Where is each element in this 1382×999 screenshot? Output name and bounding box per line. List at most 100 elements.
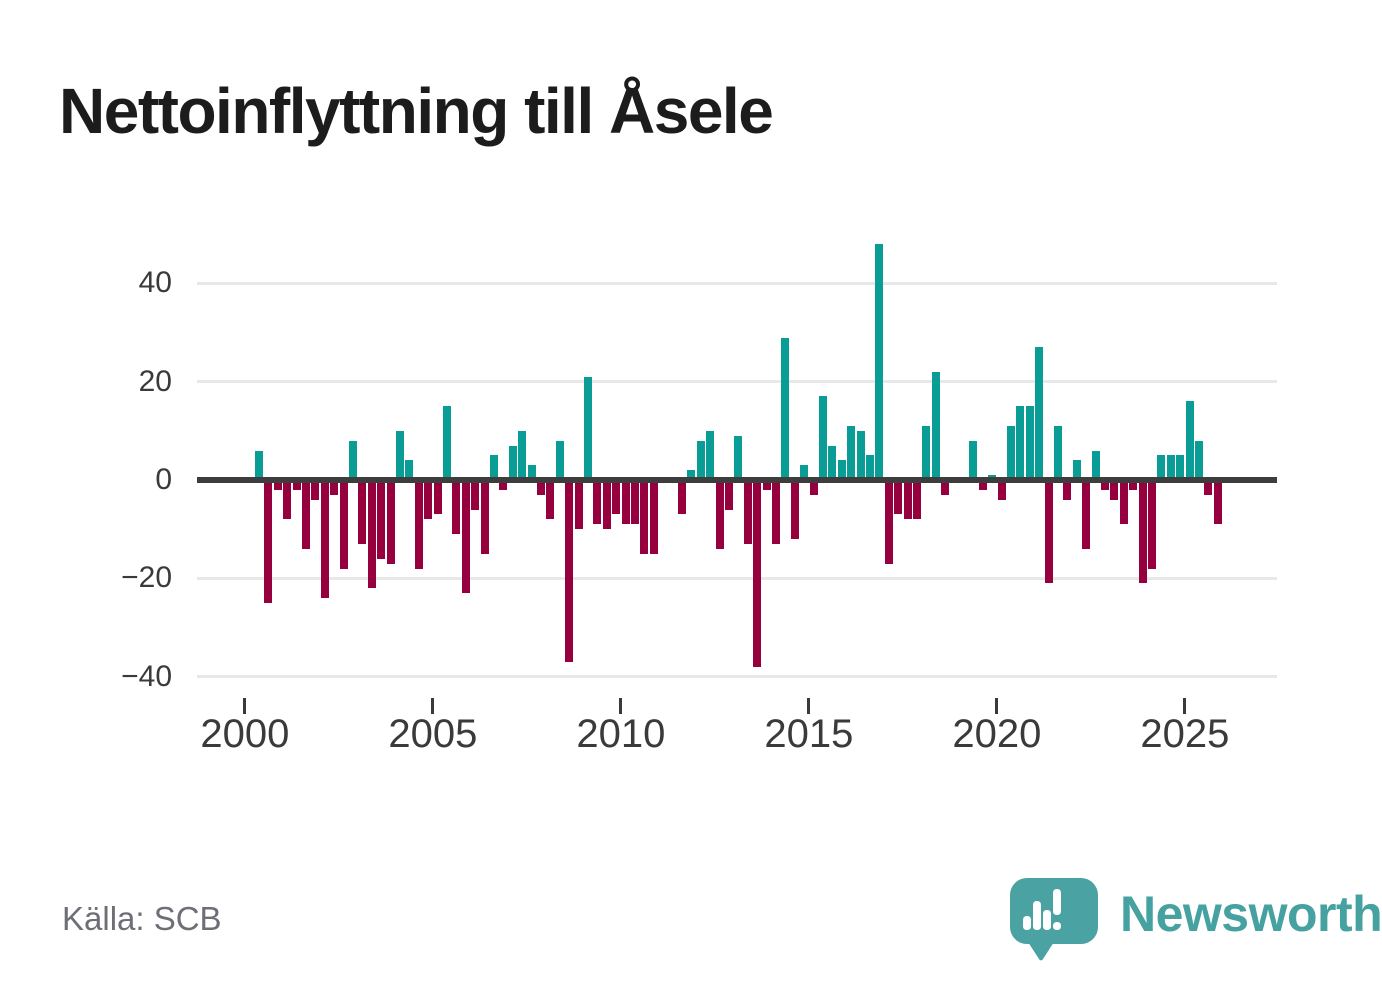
bar-2013-Q4	[762, 477, 771, 490]
bar-2016-Q2	[856, 430, 865, 483]
gridline-20	[197, 380, 1277, 384]
bar-2015-Q4	[837, 460, 846, 483]
bar-2016-Q1	[847, 425, 856, 483]
bar-2025-Q1	[1185, 401, 1194, 483]
bar-2020-Q2	[1007, 425, 1015, 483]
bar-2013-Q2	[743, 477, 752, 544]
bar-2002-Q2	[330, 477, 339, 495]
bar-2000-Q2	[255, 450, 263, 483]
zero-line	[197, 477, 1277, 483]
bar-2017-Q2	[894, 477, 903, 515]
bar-2020-Q4	[1025, 406, 1034, 483]
bar-2000-Q3	[264, 477, 273, 603]
bar-2000-Q4	[273, 477, 282, 490]
bar-2009-Q2	[593, 477, 602, 525]
bar-2005-Q1	[433, 477, 442, 515]
x-axis-label-2010: 2010	[576, 712, 666, 756]
bar-2017-Q4	[913, 477, 921, 520]
bar-2003-Q1	[358, 477, 367, 544]
bar-2012-Q1	[696, 440, 705, 483]
bar-2021-Q2	[1044, 477, 1053, 584]
bar-2016-Q4	[875, 244, 884, 483]
bar-2010-Q1	[621, 477, 630, 525]
gridline--40	[197, 675, 1277, 679]
bar-2006-Q1	[471, 477, 480, 510]
bar-2007-Q3	[527, 465, 536, 483]
bar-2003-Q3	[377, 477, 386, 559]
bar-2007-Q1	[508, 445, 517, 483]
bar-2010-Q2	[631, 477, 639, 525]
x-axis-label-2025: 2025	[1140, 712, 1230, 756]
bar-2009-Q3	[602, 477, 611, 530]
source-note: Källa: SCB	[62, 900, 222, 937]
bar-2023-Q3	[1129, 477, 1138, 490]
x-tick-2000	[243, 698, 247, 714]
bar-2019-Q3	[978, 477, 987, 490]
bar-2005-Q3	[452, 477, 461, 535]
x-axis-label-2005: 2005	[388, 712, 478, 756]
bar-2020-Q3	[1016, 406, 1025, 483]
bar-2004-Q2	[405, 460, 414, 483]
bar-2013-Q3	[753, 477, 762, 667]
bar-2010-Q3	[640, 477, 649, 554]
bar-2022-Q4	[1101, 477, 1109, 490]
bar-2024-Q1	[1148, 477, 1156, 569]
bar-2024-Q2	[1157, 455, 1166, 483]
bar-2019-Q2	[969, 440, 978, 483]
bar-2021-Q1	[1035, 347, 1044, 483]
bar-2004-Q3	[414, 477, 423, 569]
bar-2018-Q2	[931, 371, 940, 483]
bar-2011-Q4	[687, 470, 696, 483]
x-tick-2005	[431, 698, 435, 714]
x-tick-2010	[619, 698, 623, 714]
bar-2014-Q4	[800, 465, 809, 483]
bar-2008-Q1	[546, 477, 555, 520]
bar-2024-Q4	[1176, 455, 1185, 483]
bar-2011-Q3	[678, 477, 686, 515]
bar-2013-Q1	[734, 435, 743, 483]
bar-2022-Q3	[1091, 450, 1100, 483]
bar-2004-Q4	[424, 477, 433, 520]
bar-2007-Q4	[537, 477, 545, 495]
bar-2010-Q4	[649, 477, 658, 554]
bar-2006-Q3	[490, 455, 498, 483]
y-axis-label--20: −20	[121, 561, 172, 595]
x-tick-2015	[807, 698, 811, 714]
bar-2017-Q1	[884, 477, 893, 564]
bar-2022-Q2	[1082, 477, 1091, 549]
bar-2025-Q4	[1213, 477, 1222, 525]
bar-2025-Q2	[1195, 440, 1203, 483]
bar-2009-Q1	[584, 376, 592, 483]
bar-2012-Q3	[715, 477, 724, 549]
chart-title: Nettoinflyttning till Åsele	[59, 75, 774, 147]
bar-2014-Q1	[772, 477, 780, 544]
bar-2023-Q4	[1138, 477, 1147, 584]
bar-2016-Q3	[866, 455, 874, 483]
bar-2024-Q3	[1166, 455, 1175, 483]
bar-2015-Q1	[809, 477, 818, 495]
bar-2012-Q4	[725, 477, 733, 510]
speech-bubble-bar-chart-icon	[1010, 878, 1098, 961]
newsworthy-wordmark: Newsworthy	[1120, 886, 1382, 942]
y-axis-label-0: 0	[155, 463, 172, 496]
bar-2008-Q4	[574, 477, 583, 530]
x-axis-label-2020: 2020	[952, 712, 1042, 756]
bar-2008-Q3	[565, 477, 574, 662]
bar-2009-Q4	[612, 477, 621, 515]
bar-2015-Q3	[828, 445, 837, 483]
bar-2018-Q3	[941, 477, 950, 495]
bar-2002-Q4	[349, 440, 357, 483]
bar-2022-Q1	[1072, 460, 1081, 483]
bar-2005-Q2	[443, 406, 451, 483]
x-axis-label-2000: 2000	[200, 712, 290, 756]
bar-2018-Q1	[922, 425, 931, 483]
bar-2012-Q2	[706, 430, 715, 483]
bar-2008-Q2	[555, 440, 564, 483]
bar-2001-Q2	[292, 477, 301, 490]
bar-2006-Q2	[480, 477, 489, 554]
bar-2005-Q4	[461, 477, 470, 593]
bar-2023-Q1	[1110, 477, 1119, 500]
bar-2025-Q3	[1204, 477, 1213, 495]
